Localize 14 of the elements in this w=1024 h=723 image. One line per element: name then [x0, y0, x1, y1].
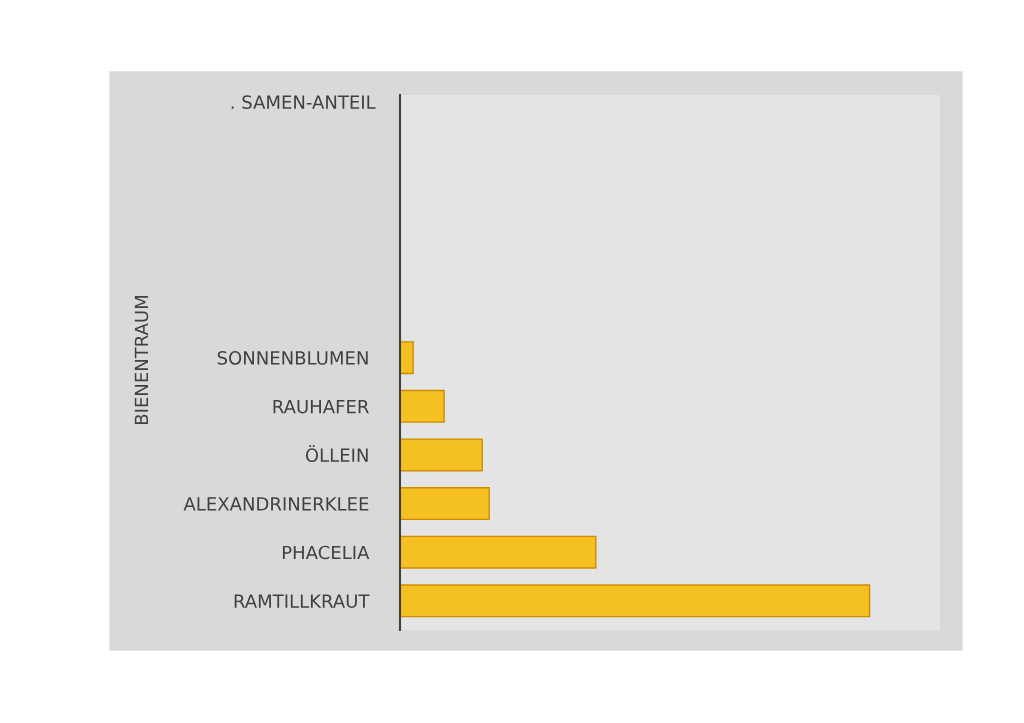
y-tick-label: SONNENBLUMEN [217, 351, 368, 365]
bar [400, 535, 597, 569]
bar [400, 341, 414, 375]
bar [400, 487, 490, 521]
chart-title: . SAMEN-ANTEIL [231, 95, 376, 109]
y-tick-label: ÖLLEIN [305, 445, 368, 463]
y-axis-title: BIENENTRAUM [134, 296, 149, 424]
y-tick-label: RAUHAFER [273, 399, 369, 414]
bar [400, 584, 871, 618]
y-tick-label: PHACELIA [282, 545, 370, 560]
y-tick-label: ALEXANDRINERKLEE [183, 497, 369, 511]
bar [400, 389, 445, 423]
y-tick-label: RAMTILLKRAUT [234, 594, 370, 608]
bar [400, 438, 483, 472]
